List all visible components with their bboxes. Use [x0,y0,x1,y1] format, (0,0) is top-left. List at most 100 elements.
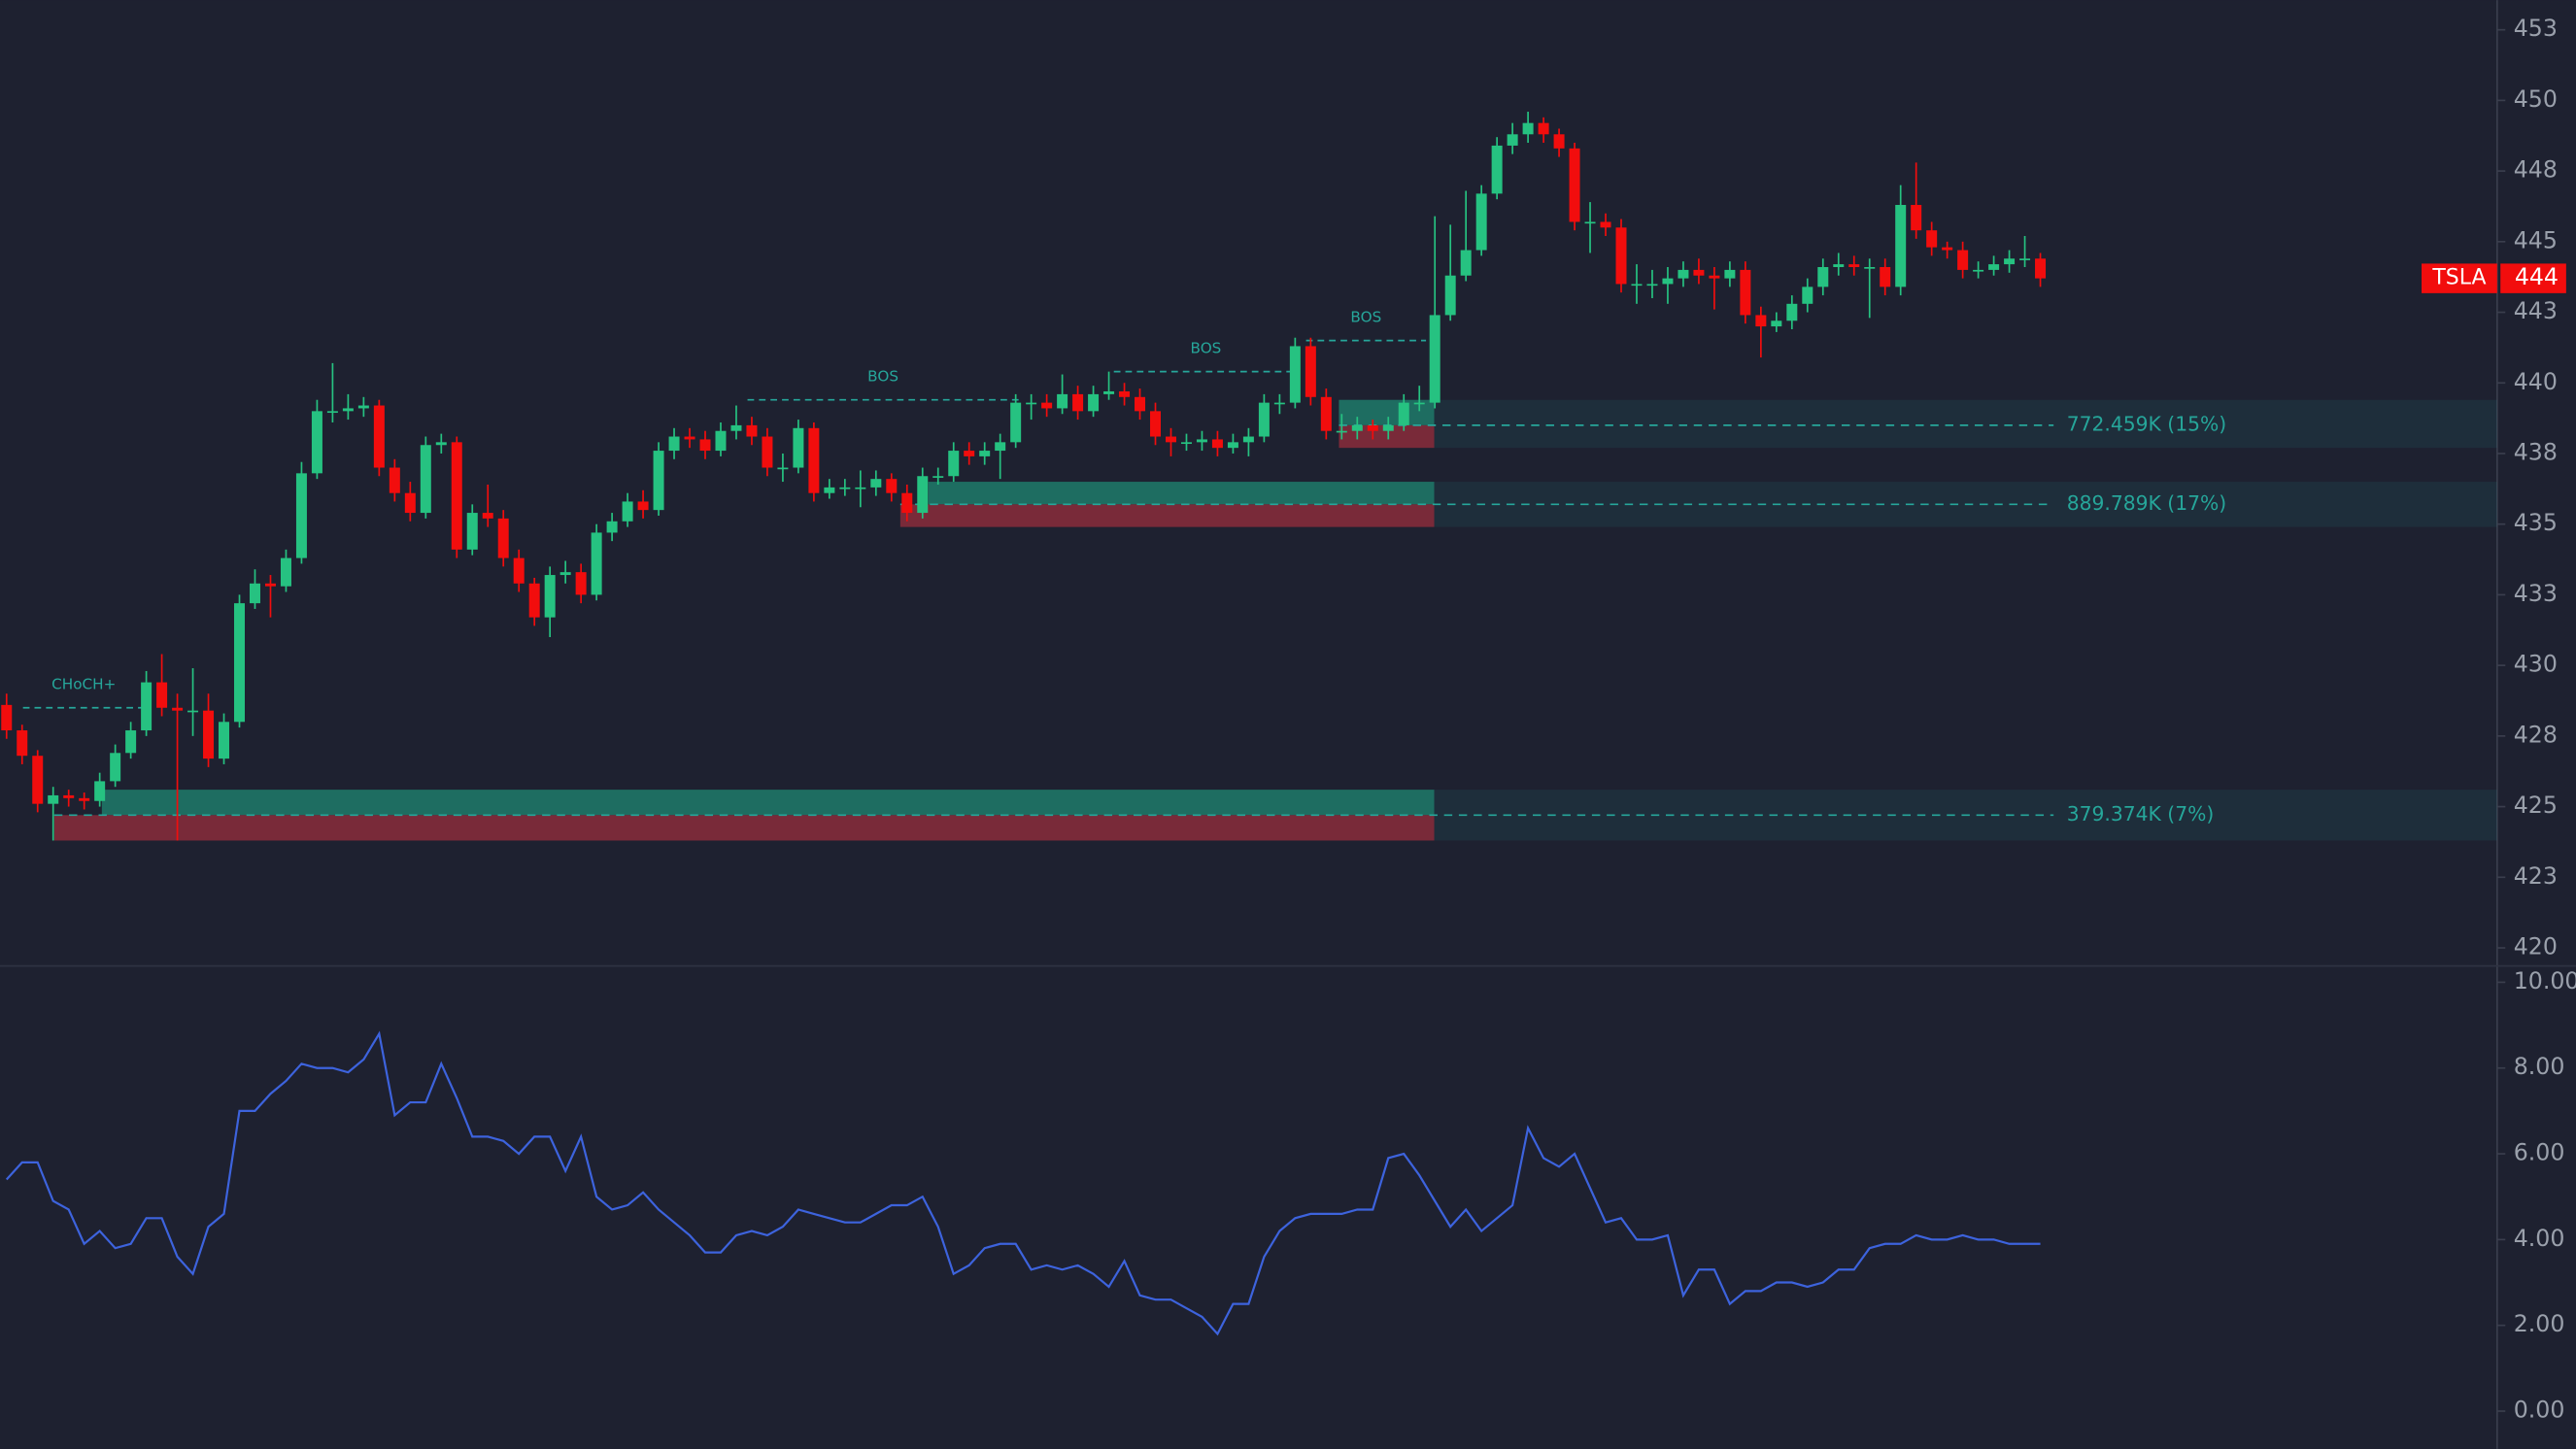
candle-body [917,476,929,514]
candle-body [141,682,153,731]
y-tick-label: 428 [2514,721,2558,748]
last-price-badge [2500,263,2566,293]
candle-body [777,467,789,470]
candle-body [1957,250,1969,270]
candle-body [466,513,478,550]
candle-body [110,753,121,782]
candle-body [886,479,898,493]
candle-body [1646,284,1658,286]
candle-body [824,487,835,493]
candle-body [762,436,773,468]
candle-body [513,557,525,584]
candle-body [684,436,695,440]
indicator-tick-label: 2.00 [2514,1310,2565,1337]
candle-body [404,492,416,514]
candle-body [1088,393,1100,412]
candle-body [32,756,44,804]
y-tick-label: 443 [2514,297,2558,324]
candle-body [1010,402,1022,443]
zone-bear [899,504,1435,527]
candle-body [1227,442,1238,449]
ticker-badge [2422,263,2497,293]
candle-body [653,451,664,511]
candle-body [1289,346,1301,403]
ticker-label: TSLA [2431,266,2486,290]
indicator-tick-label: 0.00 [2514,1397,2565,1424]
candle-body [187,710,199,713]
candle-body [311,411,322,474]
candle-body [326,411,338,414]
candle-body [156,682,168,708]
last-price-label: 444 [2515,263,2559,290]
candle-body [497,518,509,558]
candle-body [1724,269,1736,279]
candle-body [1771,320,1782,327]
structure-label: BOS [1350,308,1381,325]
candle-body [870,479,882,488]
candle-body [1491,145,1503,194]
candle-body [1336,430,1347,433]
candle-body [746,424,758,437]
candle-body [1631,284,1643,286]
candle-body [901,492,913,514]
zone-extension [1434,399,2497,449]
candle-body [1942,247,1953,251]
candle-body [932,476,944,478]
candle-body [435,442,447,446]
candle-body [1103,390,1115,394]
candle-body [730,424,742,431]
zone-label: 772.459K (15%) [2067,412,2227,435]
candle-body [451,442,462,550]
candle-body [94,781,106,801]
candle-body [1926,230,1938,248]
candle-body [1569,148,1580,222]
candle-body [1072,393,1084,412]
y-tick-label: 453 [2514,15,2558,42]
candle-body [1864,267,1876,269]
candle-body [234,603,246,723]
candle-body [559,572,571,576]
y-tick-label: 425 [2514,792,2558,819]
candle-body [1507,134,1518,146]
candle-body [1895,205,1907,287]
candle-body [1413,402,1425,405]
zone-bull [101,790,1435,816]
candle-body [1196,439,1207,443]
candle-body [699,439,711,452]
candle-body [544,575,556,618]
candle-body [1880,267,1891,287]
zone-bull [928,482,1435,505]
y-tick-label: 438 [2514,438,2558,465]
candle-body [1135,396,1146,412]
candle-body [1273,402,1285,405]
y-tick-label: 435 [2514,509,2558,536]
candle-body [793,427,804,468]
candle-body [1320,396,1332,431]
indicator-tick-label: 4.00 [2514,1225,2565,1252]
candle-body [172,707,184,711]
candle-body [63,794,75,798]
candle-body [17,730,28,757]
candle-body [1258,402,1270,437]
candle-body [995,442,1006,452]
candle-body [715,430,727,452]
candle-body [1709,275,1720,279]
candle-body [2035,258,2047,279]
candle-body [1367,424,1378,431]
candle-body [1242,436,1254,443]
candle-body [420,445,431,514]
candle-body [280,557,291,587]
candle-body [1026,402,1037,405]
candle-body [637,501,649,511]
indicator-tick-label: 8.00 [2514,1053,2565,1080]
candle-body [1538,122,1549,135]
indicator-line [5,1030,2041,1336]
candle-body [1,704,13,731]
zone-bear [53,815,1435,841]
candle-body [1522,122,1534,135]
candle-body [125,730,137,754]
candle-body [1693,269,1705,276]
structure-label: BOS [867,368,898,386]
candle-body [1429,315,1441,403]
